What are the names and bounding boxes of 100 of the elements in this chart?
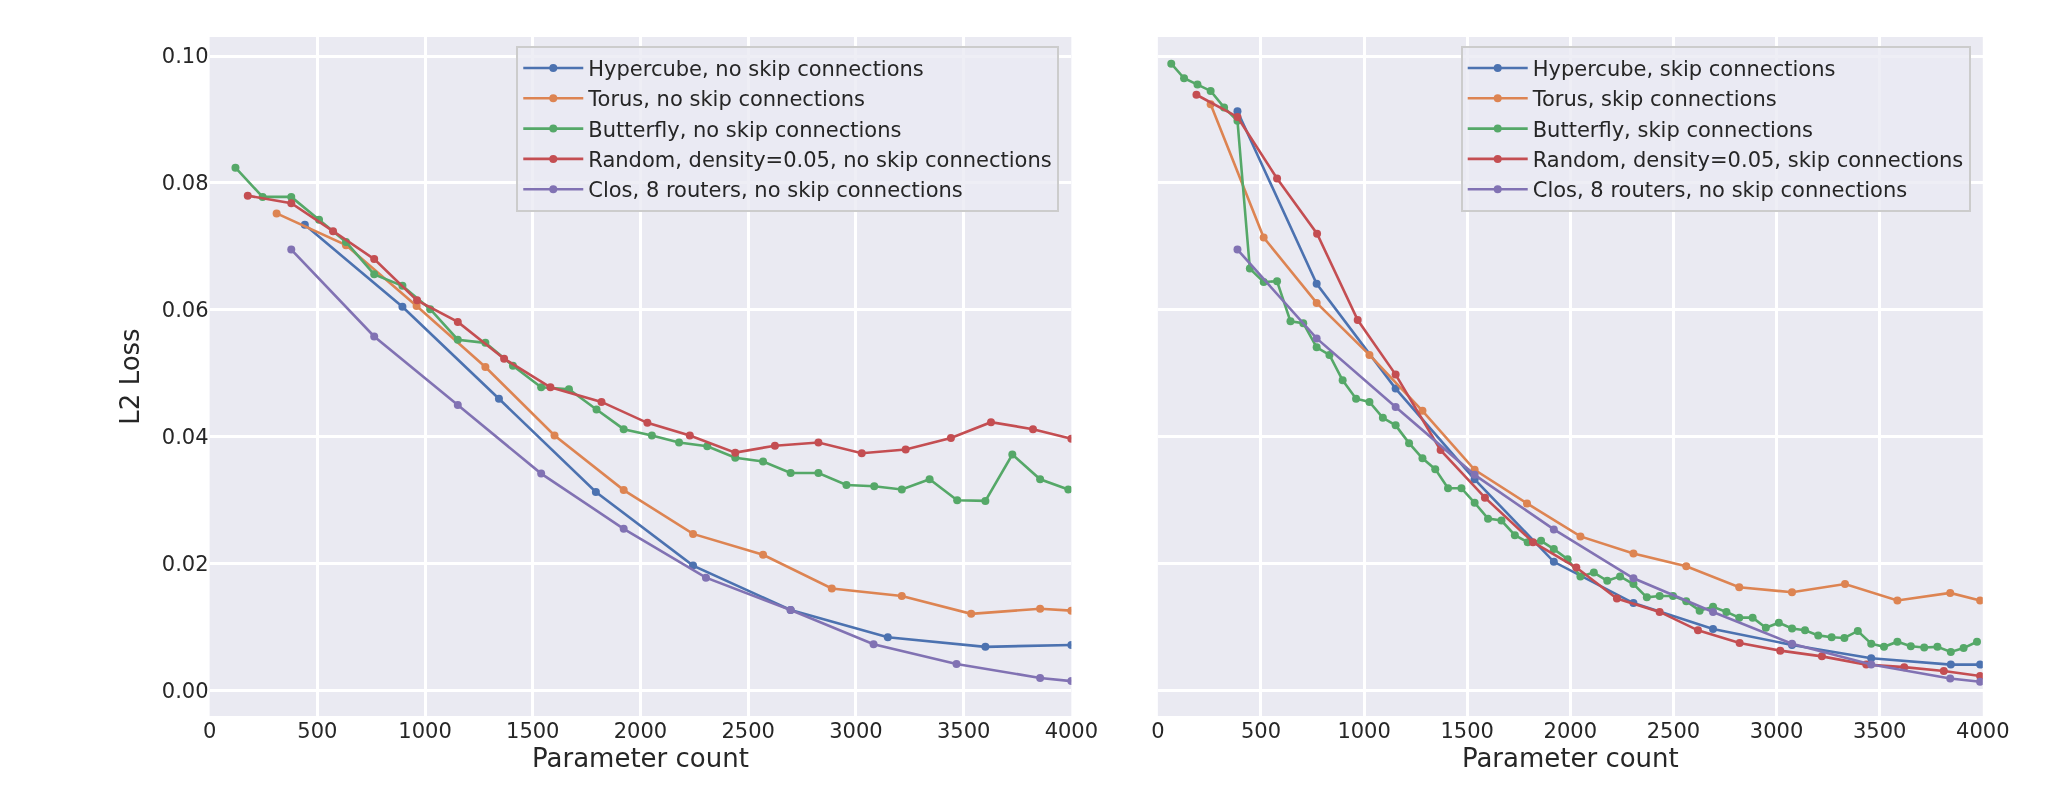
point bbox=[597, 397, 606, 406]
x-tick-label: 0 bbox=[1151, 719, 1165, 743]
point bbox=[1946, 660, 1955, 669]
point bbox=[537, 469, 546, 478]
point bbox=[1946, 674, 1955, 683]
point bbox=[1259, 233, 1268, 242]
point bbox=[759, 457, 768, 466]
point bbox=[731, 448, 740, 457]
point bbox=[1233, 112, 1242, 121]
point bbox=[842, 481, 851, 490]
point bbox=[1313, 229, 1322, 238]
x-tick-label: 500 bbox=[1240, 719, 1282, 743]
point bbox=[1709, 625, 1718, 634]
x-tick-label: 2500 bbox=[1646, 719, 1701, 743]
point bbox=[1312, 279, 1321, 288]
x-tick-label: 2000 bbox=[1543, 719, 1598, 743]
point bbox=[701, 573, 710, 582]
legend-label: Clos, 8 routers, no skip connections bbox=[1532, 178, 1908, 203]
point bbox=[1735, 639, 1744, 648]
y-axis-title: L2 Loss bbox=[115, 328, 146, 425]
point bbox=[1576, 532, 1585, 541]
point bbox=[1312, 334, 1321, 343]
point bbox=[946, 434, 955, 443]
point bbox=[370, 270, 379, 279]
legend-label: Butterfly, no skip connections bbox=[588, 117, 902, 142]
x-tick-label: 2000 bbox=[613, 719, 668, 743]
point bbox=[398, 302, 407, 311]
point bbox=[1312, 298, 1321, 307]
point bbox=[329, 227, 338, 236]
x-axis-title: Parameter count bbox=[532, 743, 749, 773]
legend-label: Random, density=0.05, skip connections bbox=[1532, 148, 1964, 173]
point bbox=[592, 405, 601, 414]
point bbox=[370, 255, 379, 264]
point bbox=[814, 468, 823, 477]
point bbox=[1549, 525, 1558, 534]
legend-label: Clos, 8 routers, no skip connections bbox=[588, 178, 963, 203]
point bbox=[901, 445, 910, 454]
point bbox=[1572, 563, 1581, 572]
point bbox=[1735, 583, 1744, 592]
point bbox=[897, 592, 906, 601]
point bbox=[413, 296, 422, 305]
point bbox=[453, 317, 462, 326]
point bbox=[897, 485, 906, 494]
point bbox=[952, 659, 961, 668]
point bbox=[1693, 626, 1702, 635]
point bbox=[1192, 90, 1201, 99]
point bbox=[231, 163, 240, 172]
point bbox=[1682, 562, 1691, 571]
point bbox=[1036, 673, 1045, 682]
point bbox=[643, 418, 652, 427]
point bbox=[814, 438, 823, 447]
point bbox=[494, 394, 503, 403]
point bbox=[1029, 425, 1037, 434]
point bbox=[619, 524, 628, 533]
legend-label: Torus, no skip connections bbox=[587, 87, 866, 112]
point bbox=[870, 482, 879, 491]
legend-label: Hypercube, skip connections bbox=[1532, 57, 1836, 82]
point bbox=[647, 431, 656, 440]
point bbox=[675, 438, 684, 447]
point bbox=[537, 383, 546, 392]
point bbox=[953, 496, 962, 505]
point bbox=[287, 245, 296, 254]
x-tick-label: 4000 bbox=[1956, 719, 2010, 743]
point bbox=[546, 383, 555, 392]
point bbox=[1841, 580, 1850, 589]
point bbox=[1976, 596, 1983, 605]
point bbox=[1008, 450, 1017, 459]
y-tick-label: 0.02 bbox=[161, 552, 209, 577]
point bbox=[619, 486, 628, 495]
point bbox=[500, 354, 509, 363]
point bbox=[1867, 660, 1876, 669]
point bbox=[1353, 316, 1362, 325]
point bbox=[1523, 499, 1532, 508]
point bbox=[1391, 384, 1400, 393]
point bbox=[981, 642, 990, 651]
point bbox=[1893, 596, 1902, 605]
x-tick-label: 3500 bbox=[936, 719, 991, 743]
point bbox=[1976, 660, 1983, 669]
legend-label: Random, density=0.05, no skip connections bbox=[588, 148, 1052, 173]
point bbox=[986, 418, 995, 427]
point bbox=[1549, 557, 1558, 566]
point bbox=[883, 633, 892, 642]
point bbox=[827, 584, 836, 593]
point bbox=[1629, 574, 1638, 583]
point bbox=[967, 609, 976, 618]
point bbox=[591, 487, 600, 496]
point bbox=[1612, 594, 1621, 603]
point bbox=[272, 209, 281, 218]
x-tick-label: 4000 bbox=[1044, 719, 1099, 743]
point bbox=[1629, 549, 1638, 558]
point bbox=[1365, 350, 1374, 359]
point bbox=[453, 335, 462, 344]
point bbox=[1655, 607, 1664, 616]
point bbox=[786, 468, 795, 477]
point bbox=[481, 362, 490, 371]
x-tick-label: 3000 bbox=[1749, 719, 1804, 743]
point bbox=[1946, 588, 1955, 597]
point bbox=[689, 529, 698, 538]
point bbox=[1391, 402, 1400, 411]
point bbox=[453, 401, 462, 410]
